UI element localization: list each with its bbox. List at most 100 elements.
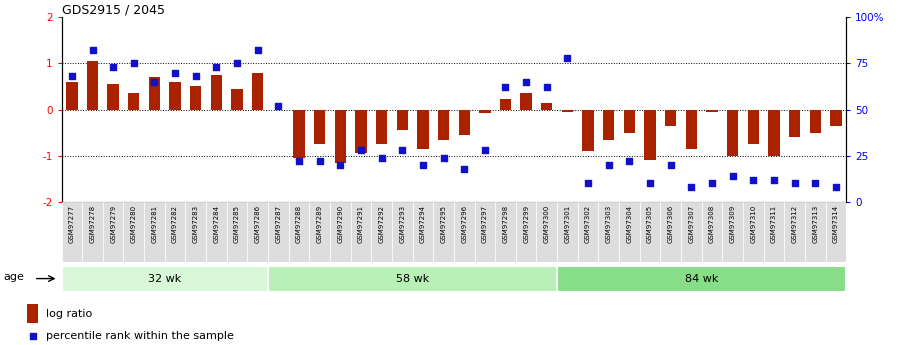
Bar: [640, 202, 661, 262]
Point: [127, 61, 141, 66]
Text: GSM97283: GSM97283: [193, 205, 199, 243]
Bar: [743, 202, 764, 262]
Text: GSM97307: GSM97307: [689, 205, 694, 243]
Text: GSM97293: GSM97293: [399, 205, 405, 243]
Bar: [785, 202, 805, 262]
Bar: [289, 202, 310, 262]
Point: [291, 158, 306, 164]
Point: [395, 147, 409, 153]
Bar: [87, 61, 98, 110]
Bar: [314, 110, 325, 144]
Point: [560, 55, 575, 61]
Bar: [330, 202, 350, 262]
Point: [251, 48, 265, 53]
Point: [767, 177, 781, 183]
Point: [602, 162, 616, 168]
Text: GSM97281: GSM97281: [151, 205, 157, 243]
Bar: [108, 84, 119, 110]
Text: 58 wk: 58 wk: [395, 274, 429, 284]
Bar: [27, 304, 38, 323]
Bar: [252, 73, 263, 110]
Bar: [310, 202, 330, 262]
Point: [663, 162, 678, 168]
Text: GSM97282: GSM97282: [172, 205, 178, 243]
Point: [188, 73, 203, 79]
Bar: [516, 202, 537, 262]
Text: 32 wk: 32 wk: [148, 274, 181, 284]
Bar: [148, 77, 160, 110]
Bar: [805, 202, 825, 262]
Bar: [129, 93, 139, 110]
Bar: [661, 202, 681, 262]
Bar: [392, 202, 413, 262]
Point: [230, 61, 244, 66]
Point: [478, 147, 492, 153]
Text: GSM97298: GSM97298: [502, 205, 509, 243]
Text: GSM97300: GSM97300: [544, 205, 549, 243]
Text: GSM97288: GSM97288: [296, 205, 302, 243]
Bar: [727, 110, 738, 156]
Bar: [335, 110, 346, 162]
Bar: [557, 266, 846, 292]
Bar: [764, 202, 785, 262]
Bar: [62, 202, 82, 262]
Bar: [165, 202, 186, 262]
Bar: [227, 202, 247, 262]
Point: [539, 85, 554, 90]
Point: [415, 162, 430, 168]
Bar: [438, 110, 449, 139]
Bar: [768, 110, 779, 156]
Point: [106, 64, 120, 70]
Text: GSM97301: GSM97301: [565, 205, 570, 243]
Text: GSM97313: GSM97313: [812, 205, 818, 243]
Point: [64, 73, 79, 79]
Bar: [537, 202, 557, 262]
Text: GSM97284: GSM97284: [214, 205, 219, 243]
Bar: [701, 202, 722, 262]
Text: GSM97278: GSM97278: [90, 205, 96, 243]
Point: [312, 158, 327, 164]
Bar: [624, 110, 635, 132]
Bar: [479, 110, 491, 113]
Text: GSM97294: GSM97294: [420, 205, 426, 243]
Bar: [520, 93, 532, 110]
Bar: [293, 110, 305, 158]
Point: [684, 184, 699, 190]
Text: GSM97279: GSM97279: [110, 205, 116, 243]
Text: percentile rank within the sample: percentile rank within the sample: [46, 331, 233, 341]
Text: log ratio: log ratio: [46, 309, 92, 318]
Bar: [603, 110, 614, 139]
Bar: [123, 202, 144, 262]
Bar: [211, 75, 222, 110]
Point: [581, 181, 595, 186]
Bar: [541, 102, 552, 110]
Text: GSM97287: GSM97287: [275, 205, 281, 243]
Point: [499, 85, 513, 90]
Bar: [103, 202, 123, 262]
Bar: [268, 266, 557, 292]
Point: [519, 79, 533, 85]
Point: [643, 181, 657, 186]
Bar: [598, 202, 619, 262]
Bar: [186, 202, 206, 262]
Point: [85, 48, 100, 53]
Text: age: age: [3, 272, 24, 282]
Point: [457, 166, 472, 171]
Text: GDS2915 / 2045: GDS2915 / 2045: [62, 3, 165, 16]
Point: [808, 181, 823, 186]
Text: GSM97280: GSM97280: [131, 205, 137, 243]
Bar: [459, 110, 470, 135]
Text: GSM97309: GSM97309: [729, 205, 736, 243]
Bar: [206, 202, 227, 262]
Text: GSM97286: GSM97286: [254, 205, 261, 243]
Bar: [789, 110, 800, 137]
Text: GSM97289: GSM97289: [317, 205, 323, 243]
Bar: [557, 202, 577, 262]
Bar: [500, 99, 511, 110]
Point: [622, 158, 636, 164]
Bar: [413, 202, 433, 262]
Bar: [144, 202, 165, 262]
Point: [148, 79, 162, 85]
Text: GSM97310: GSM97310: [750, 205, 757, 243]
Text: GSM97277: GSM97277: [69, 205, 75, 243]
